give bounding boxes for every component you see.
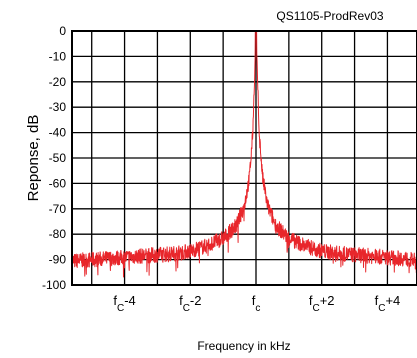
- y-tick-label: -90: [49, 253, 67, 267]
- y-tick-label: -20: [49, 75, 67, 89]
- grid: [72, 31, 417, 285]
- y-tick-label: -30: [49, 100, 67, 114]
- y-tick-label: -50: [49, 151, 67, 165]
- y-tick-label: -40: [49, 126, 67, 140]
- x-tick-label: fC+4: [375, 293, 401, 314]
- y-tick-labels: 0 -10 -20 -30 -40 -50 -60 -70 -80 -90 -100: [42, 24, 66, 292]
- y-tick-label: 0: [59, 24, 66, 38]
- x-tick-label: fc: [252, 293, 261, 314]
- series-trace: [71, 30, 417, 278]
- y-tick-label: -60: [49, 176, 67, 190]
- series-layer: [71, 30, 417, 278]
- x-tick-label: fC+2: [309, 293, 335, 314]
- plot-frame: [71, 30, 417, 286]
- y-tick-label: -70: [49, 202, 67, 216]
- x-tick-label: fC-4: [113, 293, 135, 314]
- plot-id-label: QS1105-ProdRev03: [276, 9, 384, 23]
- y-tick-label: -80: [49, 227, 67, 241]
- x-axis-label: Frequency in kHz: [197, 339, 290, 353]
- y-tick-label: -10: [49, 49, 67, 63]
- x-tick-label: fC-2: [179, 293, 201, 314]
- x-tick-labels: fC-4 fC-2 fc fC+2 fC+4: [113, 293, 400, 314]
- y-tick-label: -100: [42, 278, 66, 292]
- y-axis-label: Reponse, dB: [25, 115, 42, 202]
